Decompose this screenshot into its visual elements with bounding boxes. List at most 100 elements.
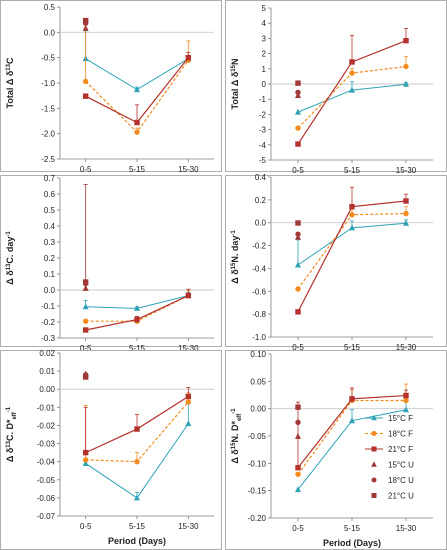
y-tick-label: 0.05 bbox=[250, 377, 266, 386]
y-axis-label-part: δ bbox=[230, 269, 240, 278]
y-axis-label-part: 13 bbox=[6, 63, 12, 70]
panel-frame bbox=[0, 0, 222, 172]
series-18F bbox=[295, 204, 409, 292]
y-axis-label-part: . day bbox=[5, 237, 15, 258]
chart-panel-e: 0.02 0.01 0.00 -0.01 -0.02 -0.03 -0.04 -0.05 -0.… bbox=[0, 349, 222, 550]
y-tick-label: 0.2 bbox=[255, 196, 267, 205]
data-point bbox=[82, 457, 89, 463]
y-tick-label: -2.0 bbox=[41, 130, 55, 139]
data-point bbox=[185, 420, 192, 427]
x-tick-label: 5-15 bbox=[129, 165, 146, 174]
y-tick-label: -0.20 bbox=[248, 514, 267, 523]
y-tick-label: -0.02 bbox=[37, 421, 56, 430]
data-point bbox=[295, 486, 301, 493]
y-tick-label: 0.5 bbox=[44, 206, 56, 215]
y-tick-label: 3 bbox=[262, 34, 267, 43]
chart-panel-c: 0.7 0.6 0.5 0.4 0.3 0.2 0.1 0.0 -0.1 -0.2 -0.3 0-5 5… bbox=[0, 174, 222, 353]
data-point bbox=[349, 59, 355, 65]
y-tick-label: 2 bbox=[262, 50, 267, 59]
data-point bbox=[403, 219, 409, 226]
y-axis-label-part: 15 bbox=[231, 442, 237, 449]
y-tick-label: 0 bbox=[262, 80, 267, 89]
y-axis-label-part: δ bbox=[5, 70, 15, 79]
y-axis-label-part: 13 bbox=[6, 440, 12, 447]
data-point bbox=[349, 70, 355, 76]
data-point-18U bbox=[295, 89, 301, 96]
y-tick-label: -0.6 bbox=[252, 287, 266, 296]
x-tick-label: 15-30 bbox=[178, 165, 199, 174]
x-tick-label: 5-15 bbox=[344, 166, 361, 175]
x-axis-label: Period (Days) bbox=[108, 536, 166, 546]
data-point bbox=[403, 63, 409, 70]
y-axis-label-part: Total bbox=[230, 86, 240, 109]
data-point-21U bbox=[295, 80, 301, 86]
data-point bbox=[134, 86, 140, 93]
data-point bbox=[403, 210, 409, 217]
series-21F bbox=[295, 28, 409, 147]
x-tick-label: 15-30 bbox=[178, 344, 199, 353]
y-axis-label-part: δ bbox=[5, 447, 15, 456]
y-tick-label: 0.2 bbox=[44, 254, 56, 263]
y-axis-label-part: -1 bbox=[6, 231, 12, 237]
y-tick-label: 4 bbox=[262, 19, 267, 28]
y-axis-label-part: Δ bbox=[230, 79, 240, 86]
data-point bbox=[349, 224, 355, 231]
data-point bbox=[295, 261, 301, 268]
data-point bbox=[134, 316, 140, 323]
data-point bbox=[82, 327, 89, 333]
data-point bbox=[349, 204, 355, 210]
data-point bbox=[134, 494, 140, 501]
y-axis-label-part: N bbox=[230, 59, 240, 66]
data-point bbox=[349, 417, 355, 424]
data-point-21U bbox=[295, 404, 301, 410]
data-point-21U bbox=[82, 374, 89, 380]
panel-frame bbox=[0, 350, 222, 550]
data-point-21U bbox=[295, 220, 301, 226]
y-tick-label: 0.00 bbox=[250, 405, 266, 414]
y-tick-label: 0.10 bbox=[250, 350, 266, 359]
data-point bbox=[295, 471, 301, 477]
data-point bbox=[295, 141, 301, 147]
data-point bbox=[295, 286, 301, 292]
x-tick-label: 15-30 bbox=[396, 524, 417, 533]
y-tick-label: 0.4 bbox=[255, 173, 267, 182]
y-tick-label: -0.15 bbox=[248, 487, 267, 496]
data-point bbox=[82, 93, 89, 99]
legend-marker bbox=[371, 461, 377, 467]
series-15F bbox=[295, 80, 409, 115]
y-tick-label: -1 bbox=[259, 95, 267, 104]
y-tick-label: -0.05 bbox=[37, 476, 56, 485]
data-point bbox=[134, 426, 140, 432]
data-point bbox=[403, 392, 409, 399]
y-axis-label: Total Δ δ15N bbox=[230, 59, 240, 110]
series-21F bbox=[82, 288, 192, 333]
y-tick-label: 5 bbox=[262, 4, 267, 13]
data-point bbox=[295, 108, 301, 115]
y-tick-label: 0.7 bbox=[44, 174, 56, 183]
y-axis-label-part: eff bbox=[12, 411, 18, 419]
y-tick-label: 0.5 bbox=[44, 3, 56, 12]
y-tick-label: 0.02 bbox=[39, 349, 55, 358]
y-axis-label-part: -1 bbox=[6, 406, 12, 412]
x-tick-label: 0-5 bbox=[80, 522, 92, 531]
legend-label: 18°C U bbox=[388, 476, 414, 485]
data-point bbox=[185, 54, 192, 61]
data-point-15U bbox=[295, 432, 301, 439]
y-tick-label: -0.8 bbox=[252, 310, 266, 319]
y-tick-label: 0.6 bbox=[44, 190, 56, 199]
y-tick-label: 0.0 bbox=[44, 286, 56, 295]
legend-marker bbox=[371, 414, 377, 421]
y-axis-label-part: -1 bbox=[231, 408, 237, 414]
y-tick-label: -0.2 bbox=[252, 242, 266, 251]
data-point bbox=[82, 318, 89, 324]
y-axis-label-part: Δ bbox=[5, 78, 15, 85]
x-tick-label: 0-5 bbox=[292, 524, 304, 533]
data-point-21U bbox=[82, 279, 89, 285]
data-point bbox=[349, 212, 355, 218]
y-axis-label-part: δ bbox=[5, 270, 15, 279]
legend: 15°C F 18°C F 21°C F 15°C U 18°C U 21°C U bbox=[365, 414, 414, 501]
series-18F bbox=[295, 56, 409, 131]
data-point bbox=[403, 80, 409, 87]
series-21F bbox=[82, 387, 192, 456]
chart-panel-f: 0.10 0.05 0.00 -0.05 -0.10 -0.15 -0.20 0-5 5-15 1… bbox=[225, 350, 447, 550]
